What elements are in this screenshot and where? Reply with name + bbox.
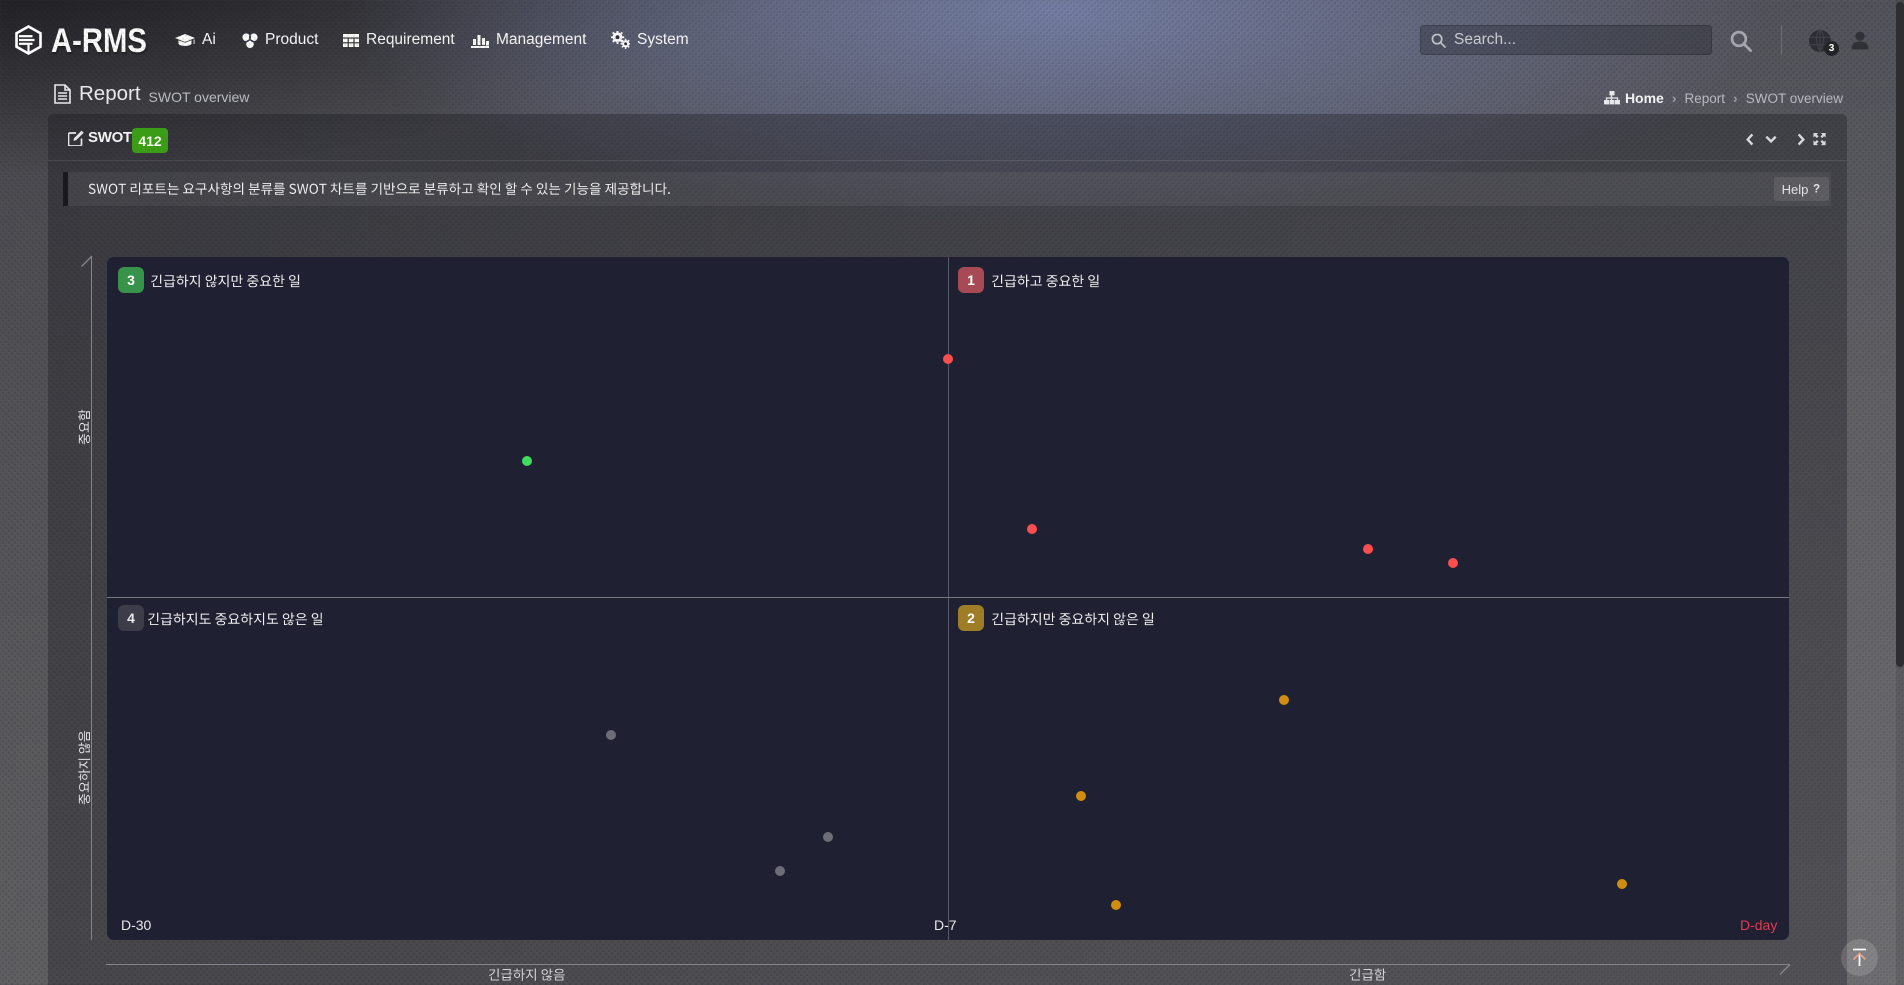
svg-text:?: ? (1813, 184, 1820, 196)
